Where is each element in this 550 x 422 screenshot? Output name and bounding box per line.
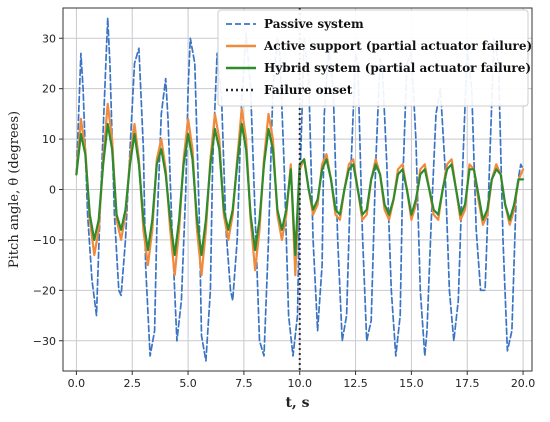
legend-label-0: Passive system [264, 17, 364, 31]
legend-box [217, 9, 529, 107]
x-tick-label-2: 5.0 [179, 377, 197, 390]
series-line-0 [75, 17, 524, 362]
y-tick-label-5: 20 [42, 83, 56, 96]
y-tick-label-6: 30 [42, 32, 56, 45]
legend: Passive system Active support (partial ac… [217, 9, 532, 107]
legend-label-2: Hybrid system (partial actuator failure) [264, 61, 531, 75]
x-tick-label-1: 2.5 [123, 377, 141, 390]
x-tick-label-0: 0.0 [68, 377, 86, 390]
legend-label-1: Active support (partial actuator failure… [263, 39, 532, 53]
x-tick-label-6: 15.0 [399, 377, 424, 390]
legend-label-3: Failure onset [264, 83, 353, 97]
y-tick-label-0: −30 [33, 335, 56, 348]
x-axis-label: t, s [285, 395, 309, 411]
y-tick-label-4: 10 [42, 133, 56, 146]
y-tick-label-2: −10 [33, 234, 56, 247]
x-tick-label-4: 10.0 [287, 377, 312, 390]
y-tick-label-3: 0 [49, 184, 56, 197]
x-tick-label-5: 12.5 [343, 377, 368, 390]
y-tick-label-1: −20 [33, 284, 56, 297]
axes: 0.0 2.5 5.0 7.5 10.0 12.5 15.0 17.5 20.0 −30 −20 −1… [33, 7, 536, 390]
x-tick-label-8: 20.0 [511, 377, 536, 390]
x-tick-label-3: 7.5 [235, 377, 253, 390]
x-tick-label-7: 17.5 [455, 377, 480, 390]
y-axis-label: Pitch angle, θ (degrees) [7, 111, 22, 268]
